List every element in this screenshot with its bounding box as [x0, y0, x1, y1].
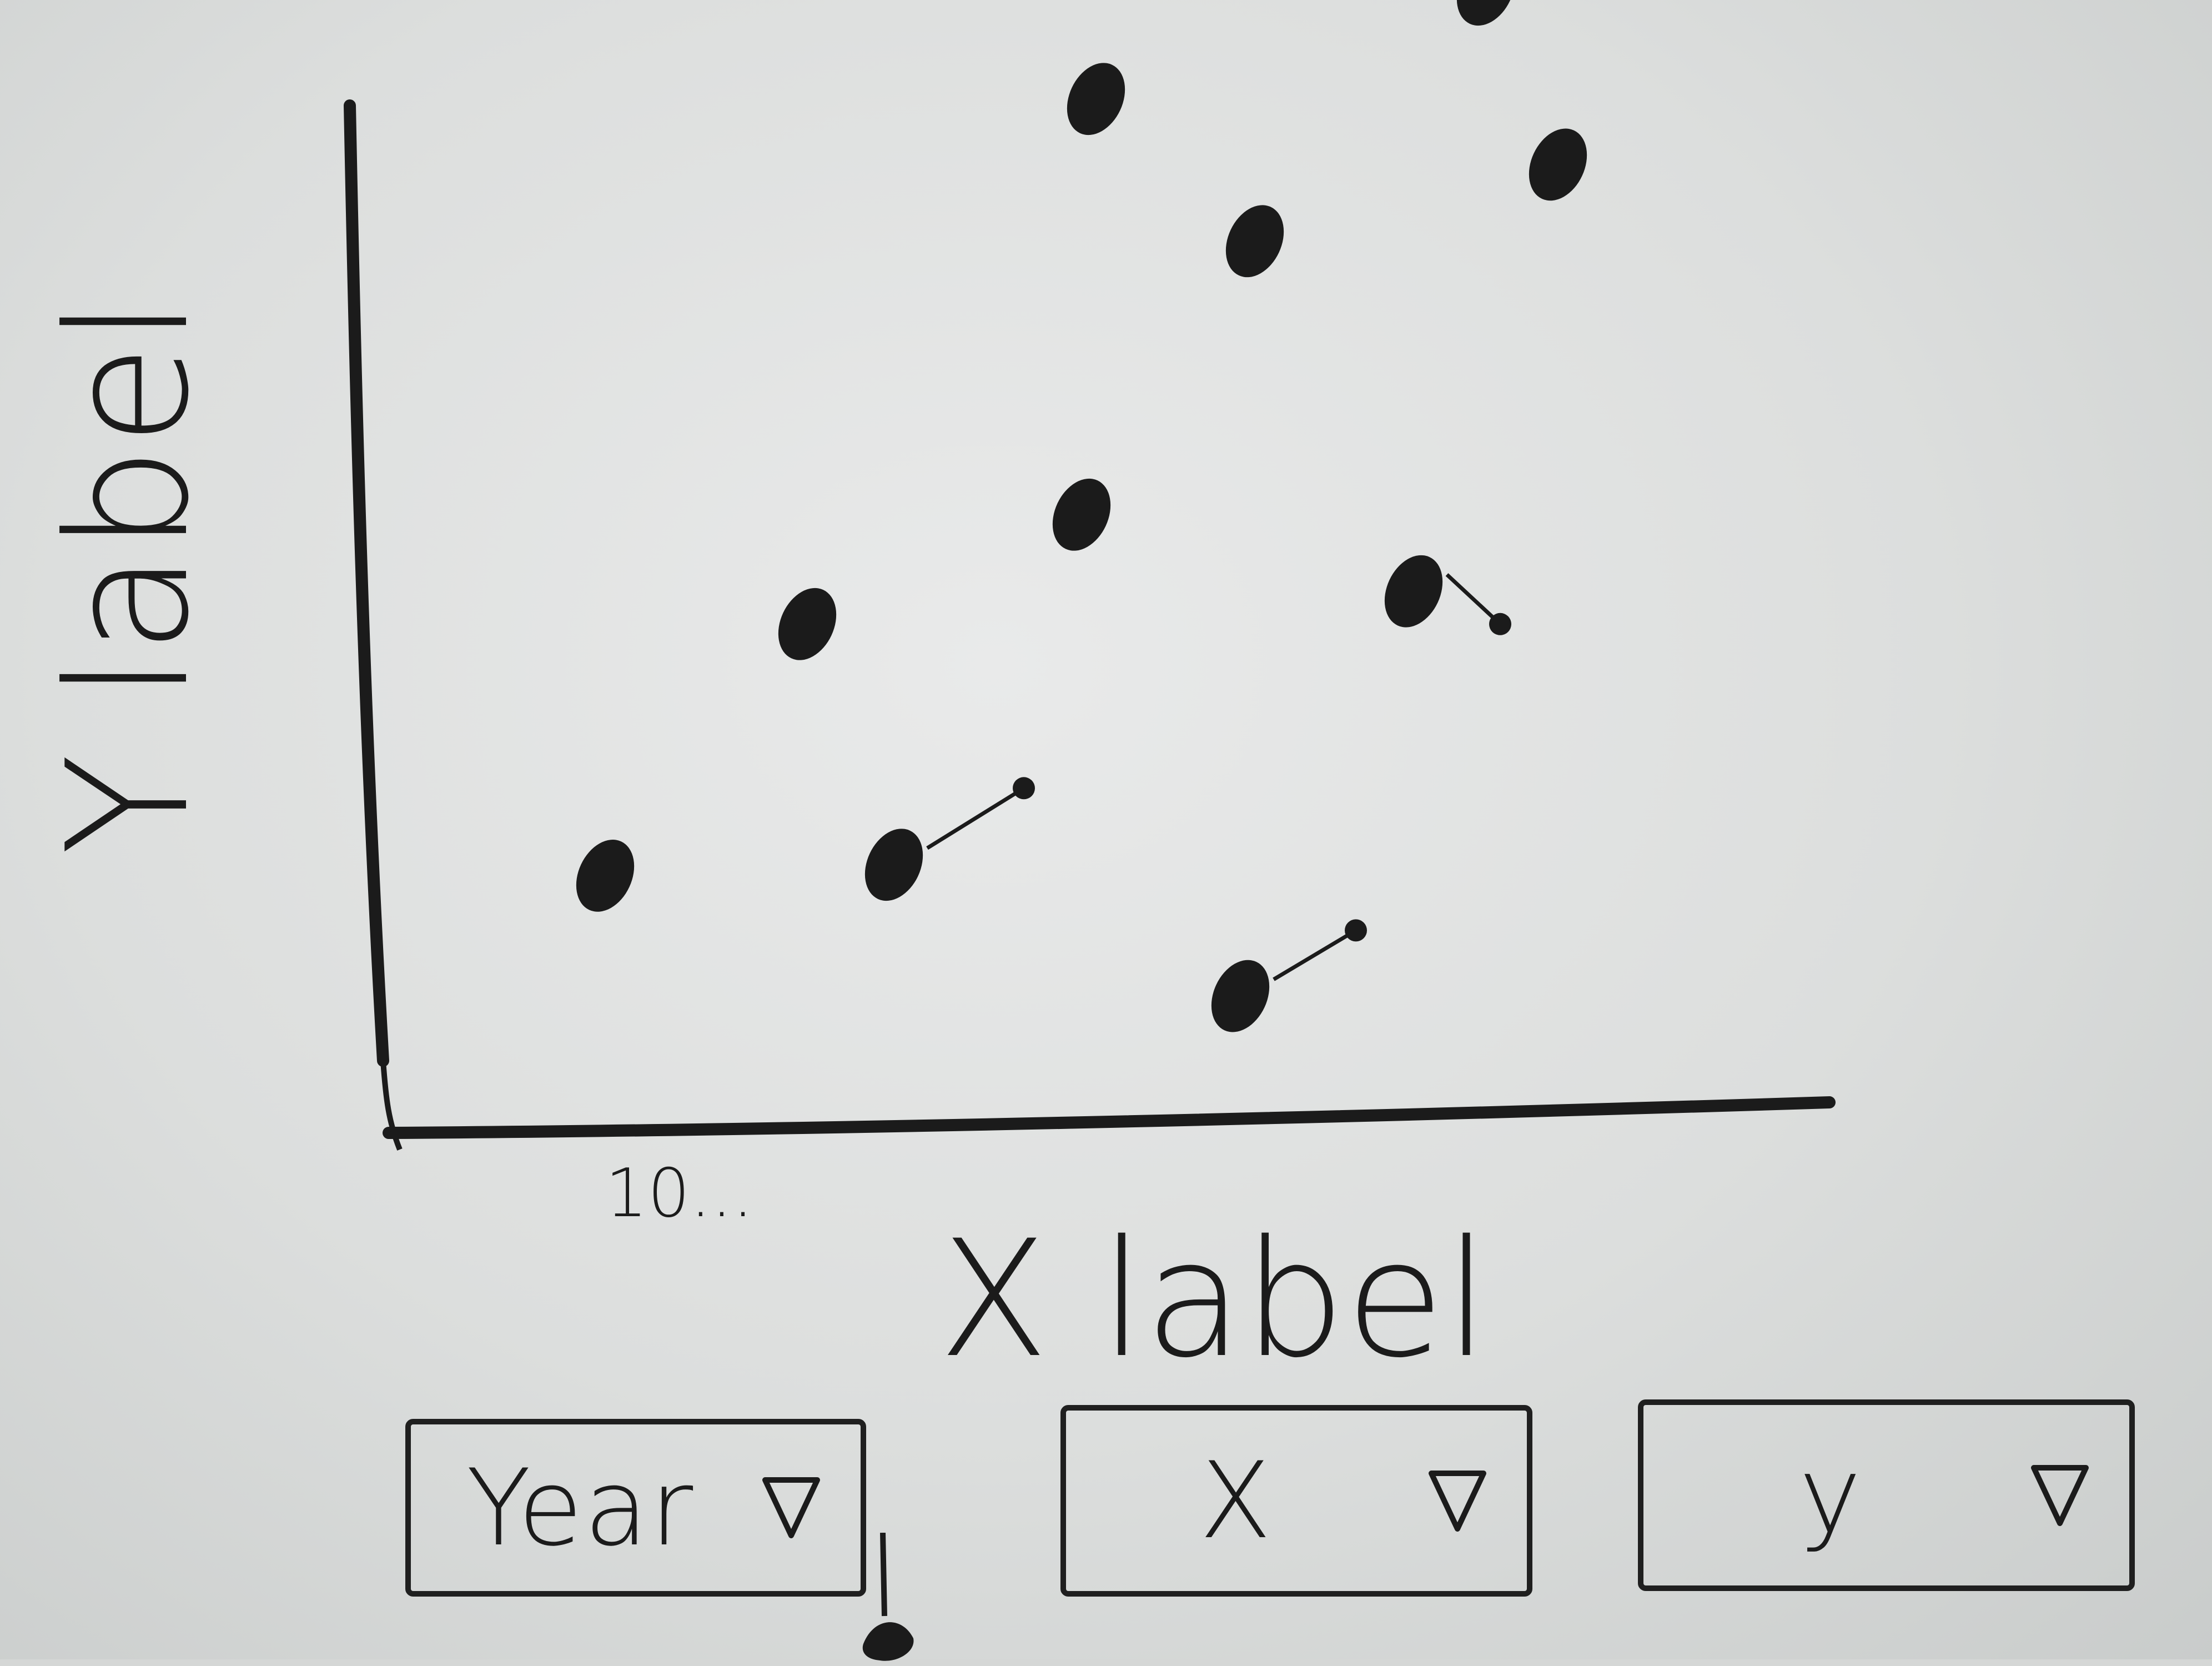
- y-axis-label: Y label: [32, 298, 225, 855]
- year-dropdown[interactable]: Year: [405, 1419, 866, 1597]
- data-point: [1211, 960, 1270, 1032]
- x-dropdown[interactable]: X: [1060, 1405, 1532, 1597]
- y-dropdown-label: y: [1799, 1434, 1863, 1557]
- data-point: [576, 840, 635, 912]
- dropdown-arrow-icon: [762, 1477, 820, 1538]
- data-point: [1384, 555, 1443, 628]
- data-point: [1456, 0, 1515, 26]
- data-point: [864, 829, 923, 901]
- data-point: [778, 588, 837, 660]
- x-axis-label: X label: [938, 1206, 1489, 1393]
- axis-corner: [380, 1060, 403, 1151]
- dropdown-arrow-icon: [1429, 1470, 1486, 1532]
- trail-end-marker: [1013, 777, 1035, 800]
- trail-end-marker: [1489, 613, 1511, 635]
- trail-end-marker: [1345, 919, 1367, 942]
- x-axis: [383, 1096, 1836, 1139]
- y-axis: [344, 99, 389, 1067]
- data-point: [1067, 63, 1125, 136]
- x-tick-label: 10...: [605, 1155, 753, 1232]
- motion-trail: [1445, 573, 1502, 626]
- data-point: [1225, 205, 1284, 278]
- dropdown-arrow-icon: [2031, 1464, 2089, 1526]
- data-point: [1052, 478, 1111, 551]
- data-point: [1529, 128, 1587, 201]
- motion-trail: [926, 786, 1025, 850]
- motion-trail: [1273, 929, 1357, 981]
- cursor-icon: [862, 1533, 914, 1661]
- x-dropdown-label: X: [1199, 1439, 1273, 1562]
- year-dropdown-label: Year: [466, 1446, 695, 1569]
- y-dropdown[interactable]: y: [1638, 1399, 2135, 1591]
